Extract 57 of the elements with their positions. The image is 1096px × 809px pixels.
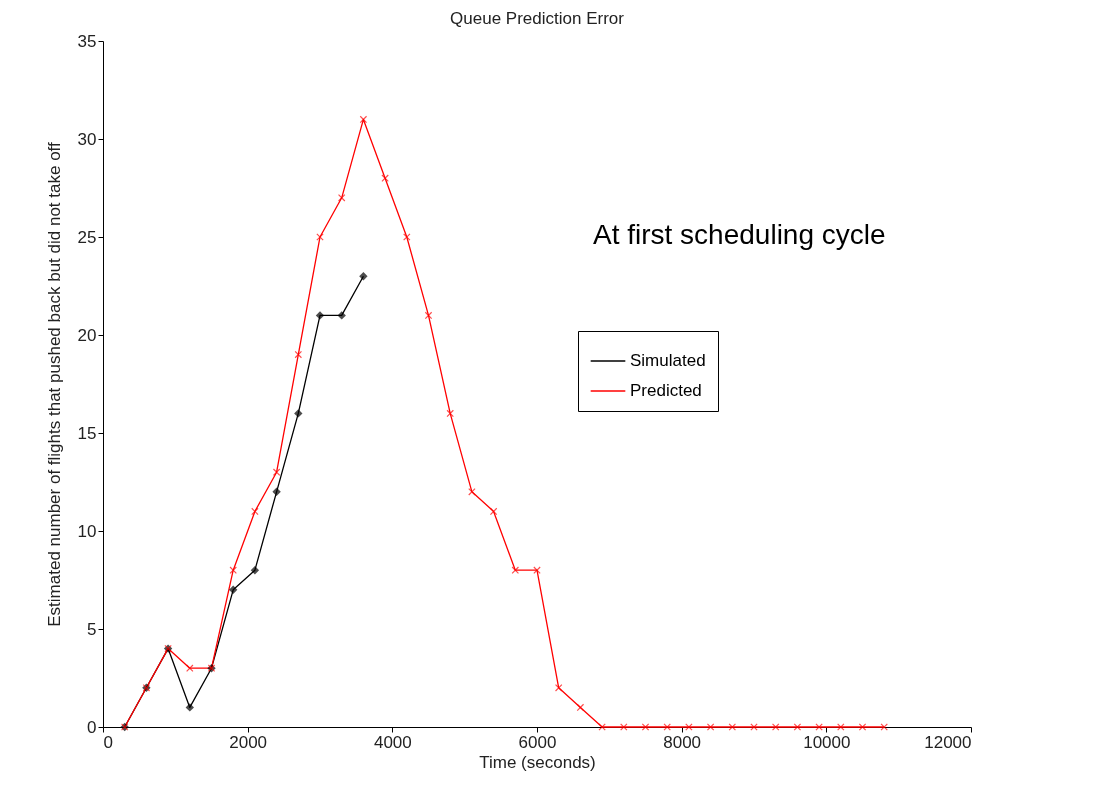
point xyxy=(815,723,823,731)
chart-title: Queue Prediction Error xyxy=(450,9,625,28)
point xyxy=(251,507,259,516)
point xyxy=(381,174,389,182)
x-tick-label: 10000 xyxy=(803,732,851,752)
x-axis-title: Time (seconds) xyxy=(479,752,596,772)
point xyxy=(576,703,585,712)
point xyxy=(706,723,715,731)
point xyxy=(728,723,737,731)
y-tick-label: 30 xyxy=(77,129,97,149)
x-tick-label: 4000 xyxy=(373,732,412,752)
point xyxy=(620,723,628,731)
y-axis-title: Estimated number of flights that pushed back but did not take off xyxy=(44,141,64,627)
point xyxy=(685,723,693,731)
point xyxy=(337,311,346,320)
point xyxy=(359,272,368,281)
x-tick-label: 12000 xyxy=(924,732,972,752)
point xyxy=(489,507,498,516)
point xyxy=(793,723,802,731)
point xyxy=(403,233,411,241)
point xyxy=(446,409,454,418)
point xyxy=(511,566,520,574)
legend-label: Predicted xyxy=(630,381,702,400)
point xyxy=(337,194,346,202)
point xyxy=(272,487,281,496)
x-tick-label: 6000 xyxy=(518,732,557,752)
y-tick-label: 20 xyxy=(77,325,97,345)
point xyxy=(359,115,368,124)
y-tick-label: 5 xyxy=(87,619,97,639)
y-tick-label: 25 xyxy=(77,227,97,247)
point xyxy=(294,409,303,418)
point xyxy=(272,468,281,476)
point xyxy=(554,684,563,692)
point xyxy=(533,566,541,574)
point xyxy=(315,311,325,320)
point xyxy=(250,566,260,575)
point xyxy=(663,723,671,731)
point xyxy=(424,311,433,320)
point xyxy=(229,585,238,594)
point xyxy=(468,488,476,496)
y-tick-label: 0 xyxy=(87,717,97,737)
point xyxy=(858,723,867,731)
point xyxy=(294,350,303,359)
point xyxy=(598,723,606,731)
point xyxy=(185,703,194,712)
x-tick-label: 2000 xyxy=(229,732,268,752)
y-tick-label: 35 xyxy=(77,31,97,51)
legend-label: Simulated xyxy=(630,351,706,370)
point xyxy=(771,723,780,731)
point xyxy=(880,723,888,731)
x-tick-label: 0 xyxy=(103,732,113,752)
annotation: At first scheduling cycle xyxy=(593,219,886,250)
point xyxy=(837,723,845,731)
y-tick-label: 15 xyxy=(77,423,97,443)
x-tick-label: 8000 xyxy=(663,732,702,752)
point xyxy=(641,723,650,731)
y-tick-label: 10 xyxy=(77,521,97,541)
